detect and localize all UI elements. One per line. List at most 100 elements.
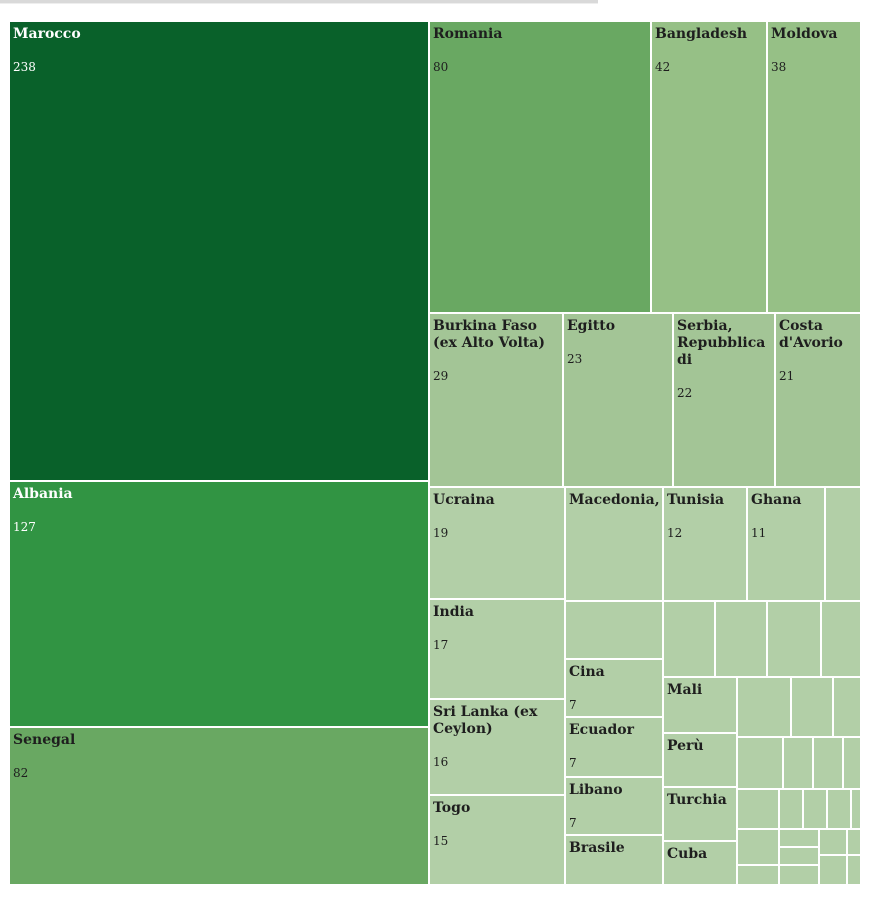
treemap-value-albania: 127 — [13, 520, 36, 534]
treemap-tile-small — [814, 738, 842, 788]
treemap-tile-ecuador — [566, 718, 662, 776]
treemap-tile-macedonia — [566, 488, 662, 600]
treemap-tile-small — [780, 830, 818, 846]
treemap-tile-brasile — [566, 836, 662, 884]
treemap-tile-burkina-faso-ex-alto-volta — [430, 314, 562, 486]
treemap-tile-small — [822, 602, 860, 676]
treemap-label-togo: Togo — [433, 800, 470, 816]
treemap-tile-small — [738, 830, 778, 864]
treemap-tile-small — [820, 830, 846, 854]
treemap-label-serbia-repubblica-di: di — [677, 352, 692, 368]
treemap-tile-sri-lanka-ex-ceylon — [430, 700, 564, 794]
treemap-tile-marocco — [10, 22, 428, 480]
treemap-label-tunisia: Tunisia — [667, 492, 724, 508]
treemap-tile-small — [738, 866, 778, 884]
treemap-tile-small — [828, 790, 850, 828]
treemap-tile-egitto — [564, 314, 672, 486]
treemap-tile-small — [780, 790, 802, 828]
treemap-value-india: 17 — [433, 638, 448, 652]
treemap-value-egitto: 23 — [567, 352, 582, 366]
treemap-label-bangladesh: Bangladesh — [655, 26, 747, 42]
treemap-tile-small — [792, 678, 832, 736]
treemap-value-sri-lanka-ex-ceylon: 16 — [433, 755, 448, 769]
treemap-label-sri-lanka-ex-ceylon: Ceylon) — [433, 721, 493, 737]
treemap-label-costa-d-avorio: Costa — [779, 318, 823, 334]
treemap-tile-mali — [664, 678, 736, 732]
treemap-tile-costa-d-avorio — [776, 314, 860, 486]
treemap-label-albania: Albania — [12, 486, 73, 502]
treemap-label-egitto: Egitto — [567, 318, 615, 334]
treemap-tile-cina — [566, 660, 662, 716]
treemap-value-bangladesh: 42 — [655, 60, 670, 74]
treemap-label-cuba: Cuba — [667, 846, 707, 862]
treemap-label-brasile: Brasile — [569, 840, 625, 856]
treemap-value-togo: 15 — [433, 834, 448, 848]
treemap-value-ghana: 11 — [751, 526, 766, 540]
treemap-value-cina: 7 — [569, 698, 577, 712]
treemap-tile-small — [738, 790, 778, 828]
top-border-shadow — [0, 3, 598, 4]
treemap-tile-ucraina — [430, 488, 564, 598]
treemap-value-serbia-repubblica-di: 22 — [677, 386, 692, 400]
treemap-label-serbia-repubblica-di: Repubblica — [677, 335, 765, 351]
treemap-label-ecuador: Ecuador — [569, 722, 635, 738]
treemap-tile-small — [820, 856, 846, 884]
treemap-tile-small — [852, 790, 860, 828]
treemap-label-peru: Perù — [667, 738, 704, 754]
treemap-tile-tunisia — [664, 488, 746, 600]
treemap-tile-senegal — [10, 728, 428, 884]
treemap-tile-albania — [10, 482, 428, 726]
treemap-tile-small — [834, 678, 860, 736]
treemap-value-tunisia: 12 — [667, 526, 682, 540]
treemap-label-senegal: Senegal — [13, 732, 75, 748]
treemap-value-costa-d-avorio: 21 — [779, 369, 794, 383]
treemap-label-serbia-repubblica-di: Serbia, — [677, 318, 732, 334]
treemap-label-marocco: Marocco — [13, 26, 81, 42]
treemap-tile-serbia-repubblica-di — [674, 314, 774, 486]
treemap-label-burkina-faso-ex-alto-volta: (ex Alto Volta) — [433, 335, 545, 351]
treemap-tile-small — [848, 856, 860, 884]
treemap-label-costa-d-avorio: d'Avorio — [779, 335, 843, 351]
treemap-tile-small — [784, 738, 812, 788]
treemap-label-ghana: Ghana — [751, 492, 801, 508]
treemap-label-turchia: Turchia — [667, 792, 727, 808]
treemap-tile-turchia — [664, 788, 736, 840]
treemap-tile-small — [780, 866, 818, 884]
treemap-tile-cuba — [664, 842, 736, 884]
treemap-tile-small — [826, 488, 860, 600]
treemap-label-india: India — [433, 604, 474, 620]
treemap-tile-peru — [664, 734, 736, 786]
treemap-tile-small — [768, 602, 820, 676]
treemap-value-burkina-faso-ex-alto-volta: 29 — [433, 369, 448, 383]
treemap-label-ucraina: Ucraina — [433, 492, 495, 508]
treemap-tile-small — [738, 678, 790, 736]
treemap-label-cina: Cina — [569, 664, 605, 680]
treemap-label-burkina-faso-ex-alto-volta: Burkina Faso — [433, 318, 537, 334]
treemap-tile-bangladesh — [652, 22, 766, 312]
treemap-tile-moldova — [768, 22, 860, 312]
treemap-tile-small — [804, 790, 826, 828]
treemap-value-romania: 80 — [433, 60, 448, 74]
treemap-tile-small — [848, 830, 860, 854]
treemap-value-moldova: 38 — [771, 60, 786, 74]
top-border-line — [0, 0, 598, 3]
treemap-tile-small — [566, 602, 662, 658]
treemap-value-ecuador: 7 — [569, 756, 577, 770]
treemap-label-macedonia: Macedonia, — [569, 492, 660, 508]
treemap-tile-small — [716, 602, 766, 676]
treemap-tile-togo — [430, 796, 564, 884]
treemap-value-ucraina: 19 — [433, 526, 448, 540]
treemap-label-sri-lanka-ex-ceylon: Sri Lanka (ex — [433, 704, 538, 720]
treemap-value-marocco: 238 — [13, 60, 36, 74]
treemap-tile-small — [844, 738, 860, 788]
treemap-tile-small — [664, 602, 714, 676]
treemap-label-romania: Romania — [433, 26, 502, 42]
treemap-tile-libano — [566, 778, 662, 834]
treemap-label-mali: Mali — [667, 682, 702, 698]
treemap-value-libano: 7 — [569, 816, 577, 830]
treemap-tile-india — [430, 600, 564, 698]
treemap-label-libano: Libano — [569, 782, 623, 798]
treemap-tile-ghana — [748, 488, 824, 600]
treemap-tile-small — [780, 848, 818, 864]
treemap-tile-small — [738, 738, 782, 788]
